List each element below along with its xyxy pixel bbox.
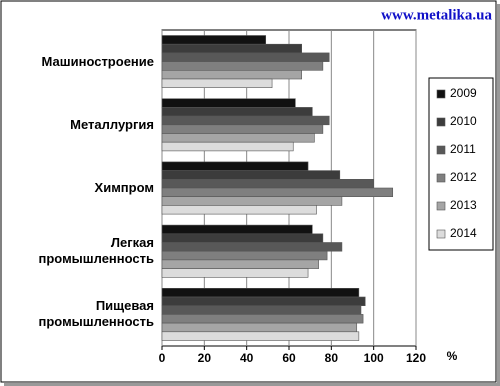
x-tick-label: 40 xyxy=(240,351,254,365)
bar xyxy=(161,179,374,189)
bar xyxy=(161,242,343,252)
y-tick-label: Химпром xyxy=(94,179,154,195)
bar xyxy=(161,170,341,180)
watermark: www.metalika.ua xyxy=(381,7,492,23)
bar xyxy=(161,233,324,243)
legend-swatch xyxy=(436,117,446,127)
legend-label: 2010 xyxy=(450,114,477,128)
bar xyxy=(161,250,328,261)
legend-swatch xyxy=(436,173,446,183)
bar xyxy=(161,43,302,54)
legend-swatch xyxy=(436,89,446,99)
legend-label: 2009 xyxy=(450,86,477,100)
bar xyxy=(161,52,330,62)
x-tick-label: 100 xyxy=(364,351,384,365)
bar xyxy=(161,70,302,80)
frame-shadow xyxy=(497,4,500,386)
legend-label: 2013 xyxy=(450,198,477,212)
y-tick-label: Машиностроение xyxy=(41,53,154,69)
x-unit: % xyxy=(447,349,458,363)
category-label-box: Легкая промышленность xyxy=(38,235,155,267)
x-tick-label: 20 xyxy=(198,351,212,365)
bar xyxy=(161,98,296,108)
legend-label: 2012 xyxy=(450,170,477,184)
bar xyxy=(161,115,330,126)
bar xyxy=(161,107,313,117)
bar xyxy=(161,287,360,298)
legend-label: 2014 xyxy=(450,226,477,240)
bar xyxy=(161,305,362,315)
legend-box xyxy=(428,77,494,251)
bar xyxy=(161,322,358,333)
bar xyxy=(161,78,273,88)
x-tick-label: 80 xyxy=(325,351,339,365)
bar xyxy=(161,224,313,235)
y-tick-label: Легкая промышленность xyxy=(38,235,155,267)
x-tick-label: 120 xyxy=(406,351,426,365)
x-tick-label: 60 xyxy=(282,351,296,365)
category-label-box: Химпром xyxy=(94,179,154,195)
legend-swatch xyxy=(436,201,446,211)
bar xyxy=(161,196,343,206)
bar xyxy=(161,35,267,45)
bar xyxy=(161,268,309,278)
frame-shadow xyxy=(4,383,498,386)
bar xyxy=(161,141,294,152)
category-label-box: Пищевая промышленность xyxy=(38,298,155,330)
y-tick-label: Пищевая промышленность xyxy=(38,298,155,330)
bar xyxy=(161,205,317,215)
bar xyxy=(161,61,324,71)
bar xyxy=(161,259,319,269)
bar xyxy=(161,124,324,134)
bar xyxy=(161,187,394,197)
bar xyxy=(161,133,315,143)
bar xyxy=(161,314,364,324)
y-tick-label: Металлургия xyxy=(70,116,154,132)
legend-swatch xyxy=(436,229,446,239)
bar xyxy=(161,331,360,341)
legend-swatch xyxy=(436,145,446,155)
category-label-box: Машиностроение xyxy=(41,53,154,69)
x-tick-label: 0 xyxy=(159,351,166,365)
bar xyxy=(161,161,309,171)
category-label-box: Металлургия xyxy=(70,116,154,132)
legend-label: 2011 xyxy=(450,142,476,156)
bar xyxy=(161,296,366,306)
